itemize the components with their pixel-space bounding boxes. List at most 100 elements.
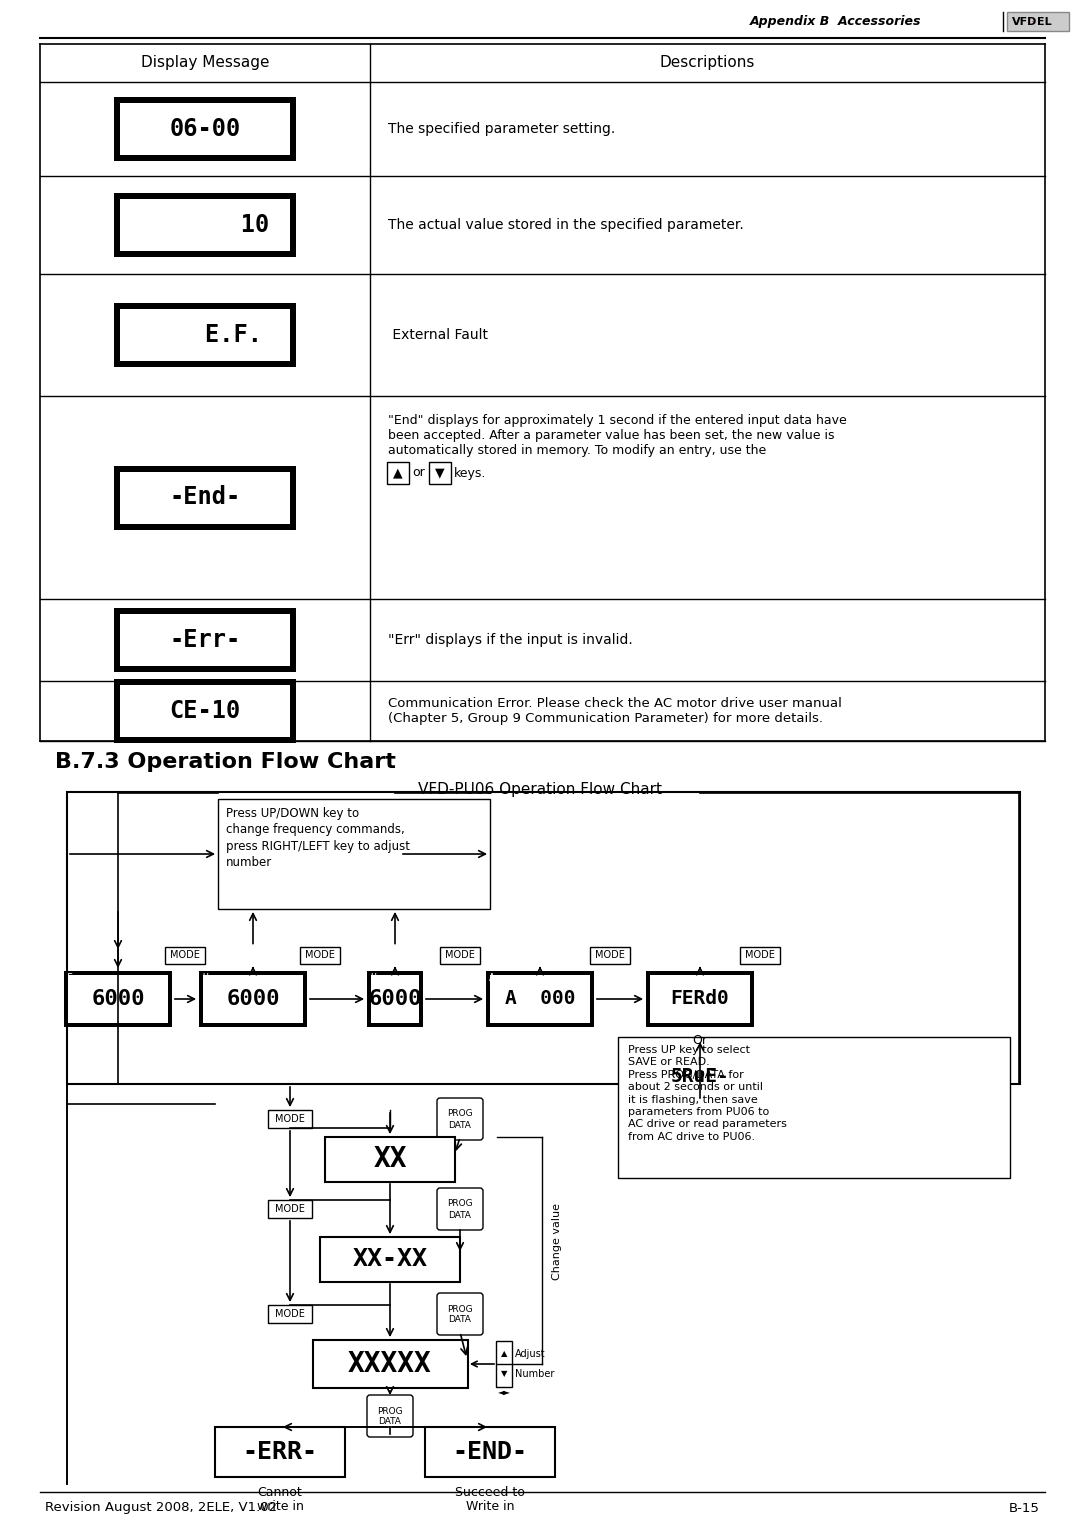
FancyBboxPatch shape xyxy=(64,971,172,1026)
Text: MODE: MODE xyxy=(275,1114,305,1124)
FancyBboxPatch shape xyxy=(486,971,594,1026)
FancyBboxPatch shape xyxy=(120,614,291,666)
Text: -ERR-: -ERR- xyxy=(243,1440,318,1463)
FancyBboxPatch shape xyxy=(590,946,630,963)
FancyBboxPatch shape xyxy=(367,1394,413,1437)
FancyBboxPatch shape xyxy=(387,462,409,485)
Text: been accepted. After a parameter value has been set, the new value is: been accepted. After a parameter value h… xyxy=(388,430,835,442)
Text: XX-XX: XX-XX xyxy=(352,1247,428,1272)
Text: PROG: PROG xyxy=(447,1304,473,1313)
Text: VFD: VFD xyxy=(1012,17,1038,28)
FancyBboxPatch shape xyxy=(440,946,480,963)
Text: Cannot: Cannot xyxy=(258,1486,302,1499)
Text: "End" displays for approximately 1 second if the entered input data have: "End" displays for approximately 1 secon… xyxy=(388,414,847,426)
FancyBboxPatch shape xyxy=(1007,12,1069,31)
FancyBboxPatch shape xyxy=(268,1200,312,1218)
Text: -END-: -END- xyxy=(453,1440,527,1463)
Text: MODE: MODE xyxy=(170,950,200,960)
Text: automatically stored in memory. To modify an entry, use the: automatically stored in memory. To modif… xyxy=(388,443,766,457)
Text: PROG: PROG xyxy=(447,1200,473,1209)
Text: H: H xyxy=(202,973,207,983)
Text: MODE: MODE xyxy=(595,950,625,960)
Text: Press UP key to select
SAVE or READ.
Press PROG/DATA for
about 2 seconds or unti: Press UP key to select SAVE or READ. Pre… xyxy=(627,1045,787,1141)
Text: Revision August 2008, 2ELE, V1.02: Revision August 2008, 2ELE, V1.02 xyxy=(45,1502,278,1514)
FancyBboxPatch shape xyxy=(215,1427,345,1477)
Text: Succeed to: Succeed to xyxy=(455,1486,525,1499)
Text: or: or xyxy=(411,466,424,480)
Text: The specified parameter setting.: The specified parameter setting. xyxy=(388,123,616,137)
Text: 6000: 6000 xyxy=(226,989,280,1009)
Text: FERd0: FERd0 xyxy=(671,989,729,1008)
FancyBboxPatch shape xyxy=(68,976,168,1023)
Text: keys.: keys. xyxy=(454,466,486,480)
Text: -End-: -End- xyxy=(170,485,241,509)
Text: Change value: Change value xyxy=(552,1203,562,1279)
Text: ◄►: ◄► xyxy=(498,1387,511,1396)
FancyBboxPatch shape xyxy=(426,1427,555,1477)
FancyBboxPatch shape xyxy=(618,1037,1010,1178)
Text: Descriptions: Descriptions xyxy=(660,55,755,71)
FancyBboxPatch shape xyxy=(312,1341,468,1388)
Text: Communication Error. Please check the AC motor drive user manual: Communication Error. Please check the AC… xyxy=(388,696,842,710)
Text: MODE: MODE xyxy=(275,1204,305,1213)
FancyBboxPatch shape xyxy=(268,1111,312,1127)
Text: MODE: MODE xyxy=(275,1309,305,1319)
Text: MODE: MODE xyxy=(305,950,335,960)
FancyBboxPatch shape xyxy=(325,1137,455,1181)
FancyBboxPatch shape xyxy=(199,971,307,1026)
FancyBboxPatch shape xyxy=(437,1293,483,1335)
Text: ▲: ▲ xyxy=(501,1350,508,1359)
Text: Display Message: Display Message xyxy=(140,55,269,71)
Text: 10: 10 xyxy=(140,213,269,236)
Text: External Fault: External Fault xyxy=(388,328,488,342)
Text: 06-00: 06-00 xyxy=(170,117,241,141)
FancyBboxPatch shape xyxy=(114,97,296,161)
FancyBboxPatch shape xyxy=(114,304,296,367)
Text: A: A xyxy=(489,973,495,983)
FancyBboxPatch shape xyxy=(429,462,451,485)
Text: MODE: MODE xyxy=(745,950,775,960)
Text: DATA: DATA xyxy=(448,1316,472,1324)
Text: ·: · xyxy=(1031,17,1035,28)
Text: MODE: MODE xyxy=(445,950,475,960)
Text: 5RuE-: 5RuE- xyxy=(671,1068,729,1086)
FancyBboxPatch shape xyxy=(437,1098,483,1140)
FancyBboxPatch shape xyxy=(740,946,780,963)
Text: write in: write in xyxy=(257,1500,303,1513)
Text: U: U xyxy=(370,973,376,983)
FancyBboxPatch shape xyxy=(490,976,590,1023)
FancyBboxPatch shape xyxy=(372,976,419,1023)
FancyBboxPatch shape xyxy=(120,103,291,155)
Text: EL: EL xyxy=(1037,17,1052,28)
Text: Write in: Write in xyxy=(465,1500,514,1513)
Text: XXXXX: XXXXX xyxy=(348,1350,432,1378)
FancyBboxPatch shape xyxy=(114,193,296,258)
FancyBboxPatch shape xyxy=(646,971,754,1026)
FancyBboxPatch shape xyxy=(165,946,205,963)
FancyBboxPatch shape xyxy=(120,308,291,360)
Text: Number: Number xyxy=(515,1368,554,1379)
FancyBboxPatch shape xyxy=(218,799,490,910)
Text: XX: XX xyxy=(374,1144,407,1174)
FancyBboxPatch shape xyxy=(437,1187,483,1230)
FancyBboxPatch shape xyxy=(367,971,423,1026)
Text: "Err" displays if the input is invalid.: "Err" displays if the input is invalid. xyxy=(388,634,633,647)
FancyBboxPatch shape xyxy=(268,1305,312,1322)
FancyBboxPatch shape xyxy=(114,680,296,742)
Text: PROG: PROG xyxy=(377,1407,403,1416)
Text: 6000: 6000 xyxy=(368,989,422,1009)
Text: DATA: DATA xyxy=(448,1120,472,1129)
Text: (Chapter 5, Group 9 Communication Parameter) for more details.: (Chapter 5, Group 9 Communication Parame… xyxy=(388,712,823,726)
FancyBboxPatch shape xyxy=(120,471,291,523)
Text: B.7.3 Operation Flow Chart: B.7.3 Operation Flow Chart xyxy=(55,752,396,772)
FancyBboxPatch shape xyxy=(203,976,303,1023)
FancyBboxPatch shape xyxy=(120,686,291,736)
Text: E.F.: E.F. xyxy=(148,324,262,347)
Text: PROG: PROG xyxy=(447,1109,473,1118)
FancyBboxPatch shape xyxy=(650,1057,750,1097)
Text: F: F xyxy=(67,973,72,983)
Text: A  000: A 000 xyxy=(504,989,576,1008)
Text: DATA: DATA xyxy=(448,1210,472,1220)
Text: DATA: DATA xyxy=(379,1417,402,1427)
Text: VFD-PU06 Operation Flow Chart: VFD-PU06 Operation Flow Chart xyxy=(418,782,662,798)
